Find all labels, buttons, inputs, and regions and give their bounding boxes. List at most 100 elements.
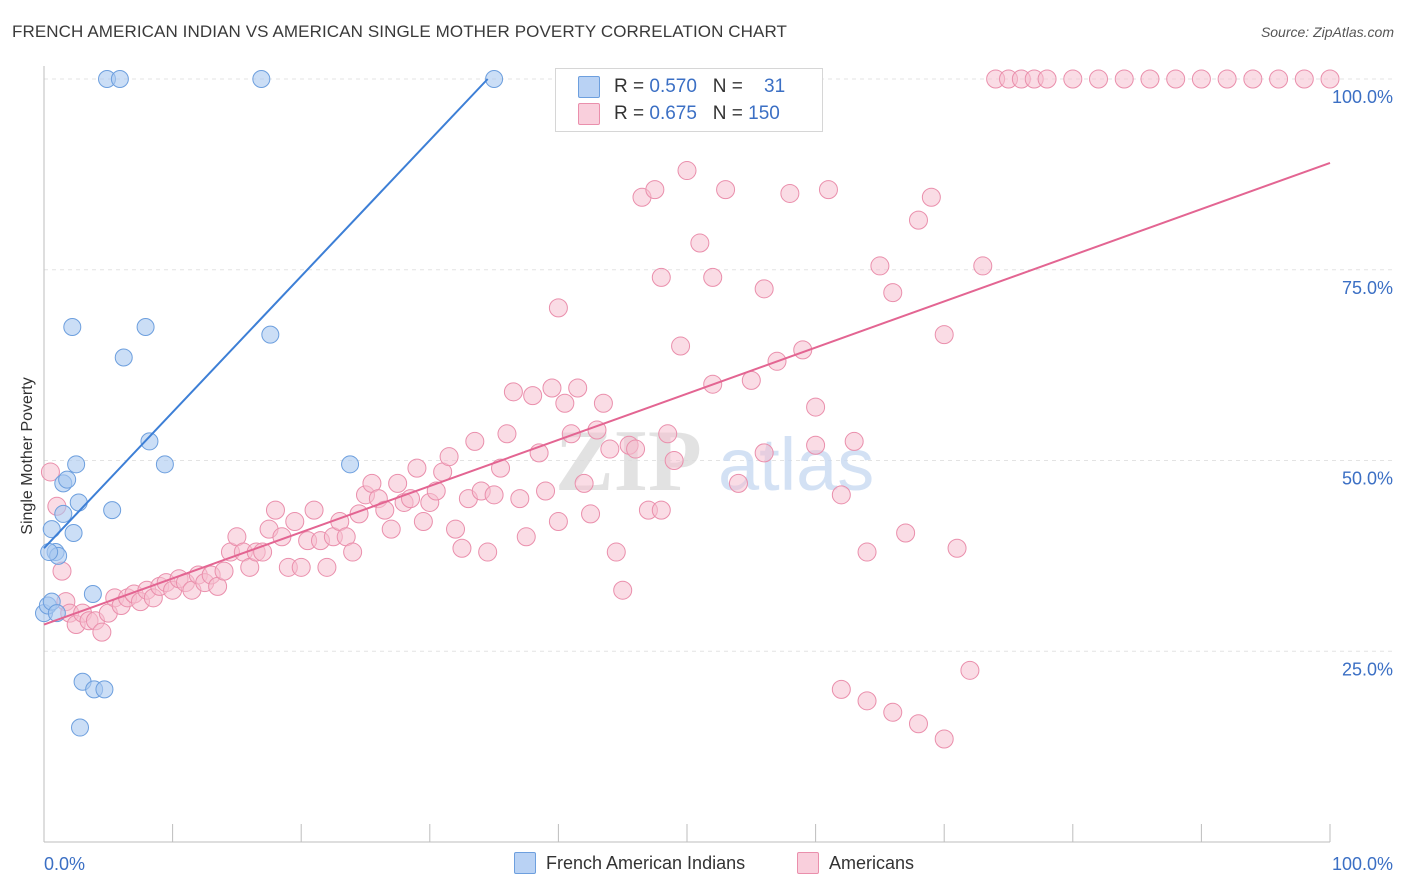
- americans-point: [728, 473, 748, 493]
- americans-point: [375, 500, 395, 520]
- french-american-indians-point: [485, 70, 504, 88]
- americans-point: [806, 435, 826, 455]
- americans-point: [555, 393, 575, 413]
- americans-point: [645, 180, 665, 200]
- americans-point: [606, 542, 626, 562]
- americans-point: [754, 279, 774, 299]
- french-american-indians-point: [63, 317, 82, 336]
- french-american-indians-point: [95, 680, 114, 699]
- french-american-indians-point: [64, 523, 83, 542]
- french-american-indians-point: [58, 470, 77, 489]
- americans-point: [491, 458, 511, 478]
- americans-point: [716, 180, 736, 200]
- y-tick-label: 25.0%: [1342, 659, 1393, 679]
- americans-point: [651, 267, 671, 287]
- r-label: R =: [614, 76, 645, 97]
- americans-point: [934, 729, 954, 749]
- americans-point: [883, 702, 903, 722]
- americans-point: [671, 336, 691, 356]
- americans-point: [844, 431, 864, 451]
- americans-point: [703, 267, 723, 287]
- french-american-indians-point: [341, 455, 360, 474]
- americans-point: [407, 458, 427, 478]
- americans-point: [291, 557, 311, 577]
- americans-point: [446, 519, 466, 539]
- legend-label: French American Indians: [546, 852, 746, 873]
- americans-point: [516, 527, 536, 547]
- french-american-indians-point: [54, 504, 73, 523]
- americans-point: [1191, 69, 1211, 89]
- pink-swatch: [578, 103, 600, 125]
- americans-point: [497, 424, 517, 444]
- americans-point: [857, 542, 877, 562]
- r-label: R =: [614, 103, 645, 124]
- french-american-indians-point: [136, 317, 155, 336]
- r-value: 0.675: [649, 103, 697, 124]
- x-tick-label: 100.0%: [1332, 854, 1393, 874]
- americans-point: [613, 580, 633, 600]
- americans-point: [600, 439, 620, 459]
- americans-point: [574, 473, 594, 493]
- r-value: 0.570: [649, 76, 697, 97]
- americans-point: [561, 424, 581, 444]
- americans-point: [651, 500, 671, 520]
- americans-point: [452, 538, 472, 558]
- americans-point: [1089, 69, 1109, 89]
- french-american-indians-point: [71, 718, 90, 737]
- americans-point: [465, 431, 485, 451]
- french-american-indians-point: [155, 455, 174, 474]
- americans-point: [973, 256, 993, 276]
- legend-label: Americans: [829, 852, 915, 873]
- americans-point: [317, 557, 337, 577]
- source-label: Source: ZipAtlas.com: [1260, 24, 1394, 40]
- americans-point: [265, 500, 285, 520]
- americans-point: [780, 183, 800, 203]
- y-tick-label: 75.0%: [1342, 278, 1393, 298]
- americans-point: [523, 386, 543, 406]
- americans-point: [741, 370, 761, 390]
- americans-point: [754, 443, 774, 463]
- americans-point: [536, 481, 556, 501]
- legend-item-americans: Americans: [797, 852, 914, 874]
- americans-point: [1294, 69, 1314, 89]
- americans-point: [690, 233, 710, 253]
- americans-point: [831, 679, 851, 699]
- french-american-indians-point: [252, 70, 271, 88]
- americans-point: [285, 512, 305, 532]
- americans-point: [883, 283, 903, 303]
- americans-point: [214, 561, 234, 581]
- americans-point: [870, 256, 890, 276]
- americans-point: [806, 397, 826, 417]
- french-american-indians-point: [110, 70, 129, 88]
- french-american-indians-point: [42, 520, 61, 539]
- french-american-indians-point: [40, 543, 59, 562]
- americans-point: [388, 473, 408, 493]
- americans-point: [413, 512, 433, 532]
- americans-point: [568, 378, 588, 398]
- french-american-indians-point: [83, 585, 102, 604]
- americans-point: [818, 180, 838, 200]
- americans-point: [626, 439, 646, 459]
- pink-swatch: [797, 852, 819, 874]
- americans-point: [908, 714, 928, 734]
- americans-point: [510, 489, 530, 509]
- french-american-indians-point: [261, 325, 280, 344]
- chart-title: FRENCH AMERICAN INDIAN VS AMERICAN SINGL…: [12, 22, 788, 41]
- n-value: 150: [748, 103, 780, 124]
- n-label: N =: [712, 103, 743, 124]
- americans-point: [1243, 69, 1263, 89]
- americans-point: [908, 210, 928, 230]
- americans-point: [484, 485, 504, 505]
- y-tick-label: 100.0%: [1332, 87, 1393, 107]
- n-label: N =: [712, 76, 743, 97]
- x-tick-label: 0.0%: [44, 854, 85, 874]
- french-american-indians-point: [69, 493, 88, 512]
- americans-point: [831, 485, 851, 505]
- french-american-indians-point: [114, 348, 133, 367]
- americans-point: [381, 519, 401, 539]
- americans-point: [1114, 69, 1134, 89]
- americans-point: [426, 481, 446, 501]
- americans-point: [1217, 69, 1237, 89]
- americans-point: [921, 187, 941, 207]
